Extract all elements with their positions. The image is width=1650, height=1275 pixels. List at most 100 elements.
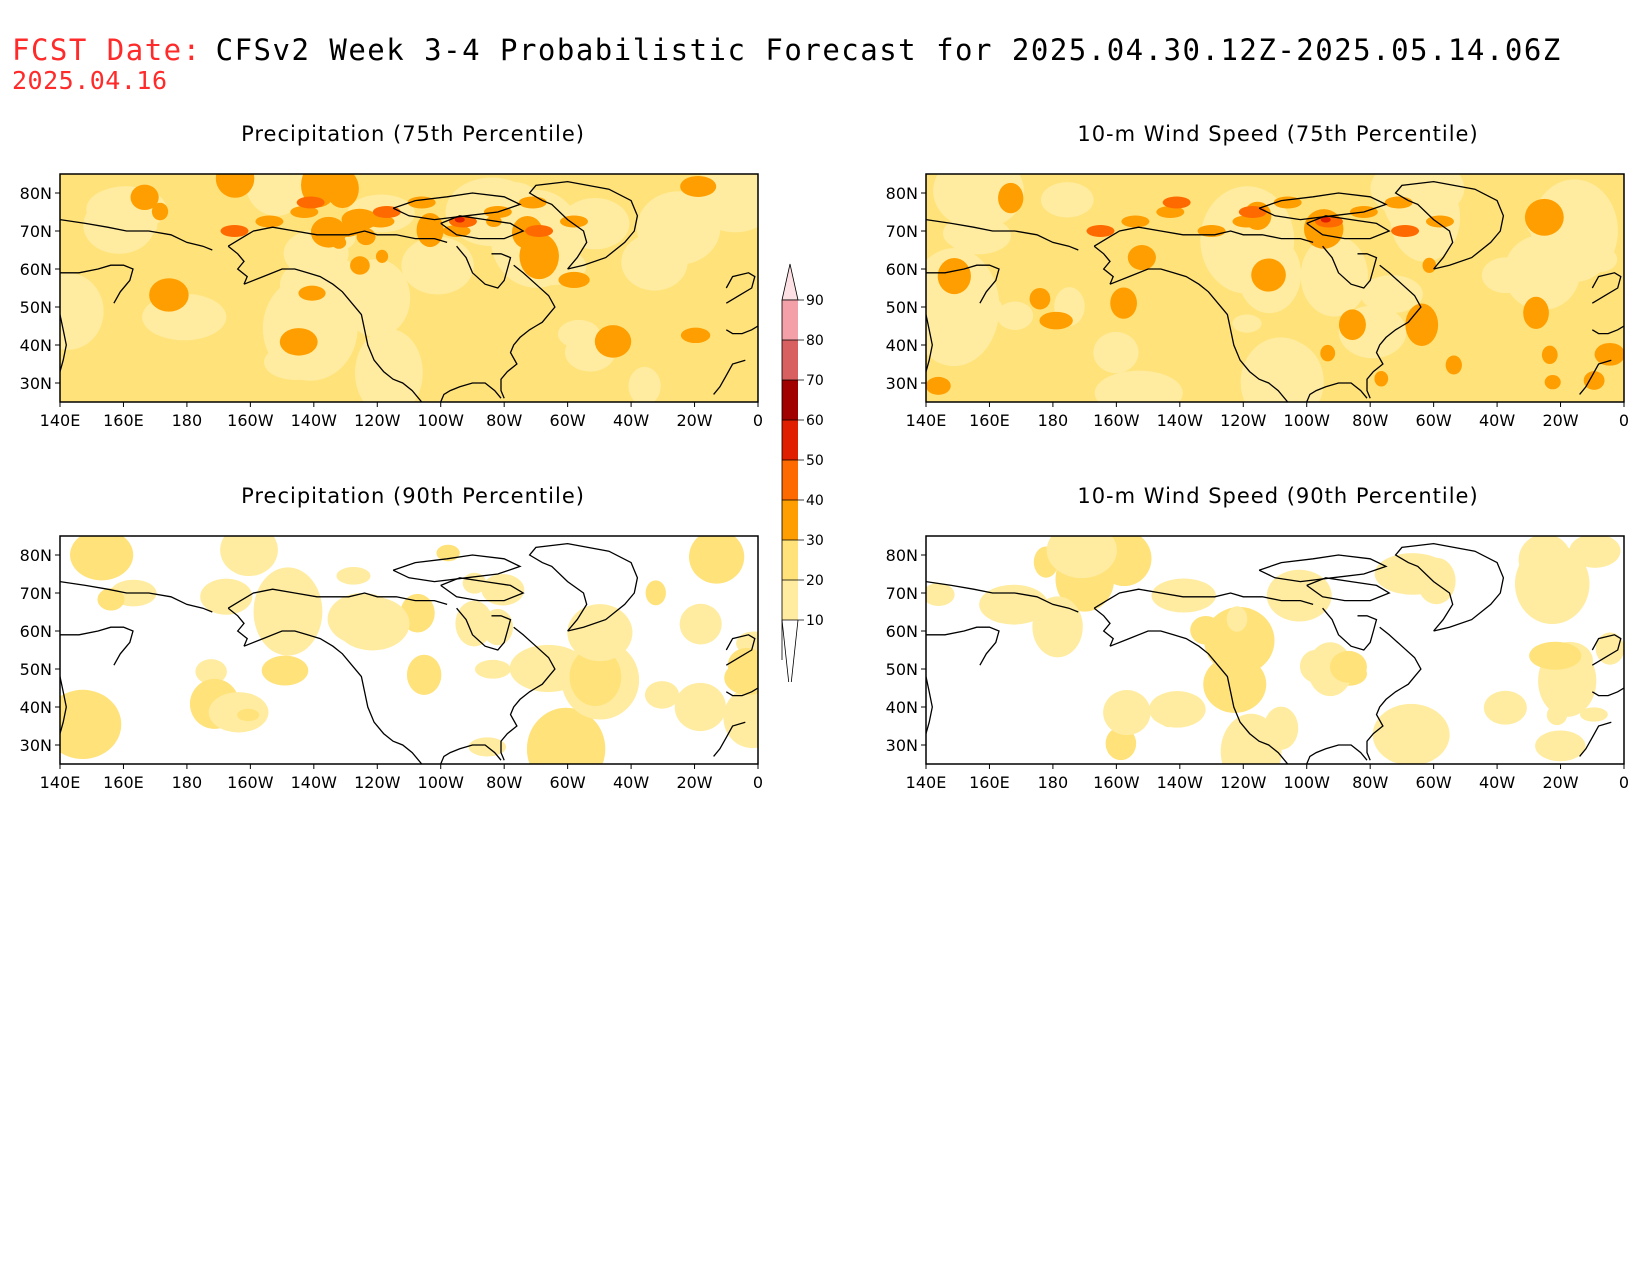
map-plot: 80N 70N 60N 50N 40N 30N 140E 160E 180 160W 140W 120… — [886, 173, 1629, 430]
lat-tick-label: 60N — [886, 260, 918, 279]
lon-tick-label: 120W — [1220, 773, 1267, 792]
coastline — [1322, 607, 1378, 651]
coastline — [1394, 180, 1505, 270]
map-plot: 80N 70N 60N 50N 40N 30N 140E 160E 180 160W 140W 120… — [20, 173, 763, 430]
coastline — [1306, 382, 1368, 402]
panel-title: 10-m Wind Speed (75th Percentile) — [1077, 122, 1479, 146]
lon-tick-label: 0 — [1619, 773, 1629, 792]
coastline — [243, 268, 423, 402]
lon-tick-label: 20W — [676, 411, 712, 430]
lon-tick-label: 140W — [1157, 773, 1204, 792]
panel-title: Precipitation (90th Percentile) — [241, 484, 585, 508]
lon-tick-label: 140E — [40, 773, 81, 792]
coastline — [713, 721, 746, 757]
colorbar-label: 40 — [806, 493, 824, 509]
lon-tick-label: 180 — [1038, 773, 1069, 792]
coastline — [1306, 577, 1391, 602]
coastline — [500, 264, 556, 399]
colorbar-label: 80 — [806, 333, 824, 349]
lat-tick-label: 70N — [20, 584, 52, 603]
coastline — [926, 264, 1000, 304]
colorbar-swatch — [782, 540, 798, 580]
colorbar-label: 30 — [806, 533, 824, 549]
coastline — [1579, 359, 1612, 395]
coastline — [1366, 264, 1422, 399]
lon-tick-label: 0 — [753, 773, 763, 792]
lat-tick-label: 40N — [886, 336, 918, 355]
coastline — [1109, 630, 1289, 764]
coastline — [60, 264, 134, 304]
coastline — [1258, 192, 1388, 221]
colorbar-swatch — [782, 300, 798, 340]
lon-tick-label: 160W — [227, 411, 274, 430]
coastline — [1591, 634, 1622, 666]
lon-tick-label: 100W — [418, 773, 465, 792]
colorbar-swatch — [782, 620, 798, 660]
lat-tick-label: 70N — [20, 222, 52, 241]
lon-tick-label: 40W — [613, 773, 649, 792]
lat-tick-label: 80N — [886, 184, 918, 203]
lat-tick-label: 30N — [886, 374, 918, 393]
lon-tick-label: 80W — [1352, 411, 1388, 430]
coastline — [440, 744, 502, 764]
coastline — [1306, 744, 1368, 764]
coastline — [500, 626, 556, 761]
colorbar-cap-bottom — [781, 619, 799, 682]
lon-tick-label: 120W — [354, 773, 401, 792]
map-frame — [925, 173, 1625, 403]
coastline — [1258, 554, 1388, 583]
lon-tick-label: 120W — [1220, 411, 1267, 430]
colorbar-cap-top — [781, 263, 799, 301]
lat-tick-label: 30N — [886, 736, 918, 755]
colorbar-swatch — [782, 460, 798, 500]
coastline — [1394, 542, 1505, 632]
coastline — [227, 245, 248, 285]
coastline — [227, 607, 248, 647]
lat-tick-label: 80N — [20, 546, 52, 565]
colorbar-label: 50 — [806, 453, 824, 469]
lon-tick-label: 160W — [1093, 773, 1140, 792]
probability-field — [926, 174, 1624, 402]
lat-tick-label: 60N — [20, 260, 52, 279]
lon-tick-label: 40W — [613, 411, 649, 430]
coastline — [1093, 588, 1314, 609]
lon-tick-label: 80W — [486, 411, 522, 430]
lon-tick-label: 60W — [550, 773, 586, 792]
lon-tick-label: 120W — [354, 411, 401, 430]
probability-field — [60, 536, 758, 764]
coastline — [440, 577, 525, 602]
colorbar-label: 90 — [806, 293, 824, 309]
coastline — [926, 314, 933, 372]
coastline — [725, 687, 758, 697]
coastline — [392, 554, 522, 583]
coastline — [60, 314, 67, 372]
coastline — [926, 218, 1079, 251]
probability-field — [926, 536, 1624, 764]
coastline — [926, 676, 933, 734]
lat-tick-label: 60N — [886, 622, 918, 641]
lon-tick-label: 60W — [550, 411, 586, 430]
colorbar-swatch — [782, 340, 798, 380]
coastline — [926, 626, 1000, 666]
lon-tick-label: 140E — [906, 773, 947, 792]
lon-tick-label: 160E — [103, 411, 144, 430]
coastline — [1591, 687, 1624, 697]
fcst-date-label: FCST Date: — [12, 33, 202, 67]
lat-tick-label: 50N — [20, 660, 52, 679]
map-plot: 80N 70N 60N 50N 40N 30N 140E 160E 180 160W 140W 120… — [886, 535, 1629, 792]
lon-tick-label: 100W — [1284, 411, 1331, 430]
colorbar-label: 20 — [806, 573, 824, 589]
lat-tick-label: 30N — [20, 374, 52, 393]
coastline — [1366, 626, 1422, 761]
forecast-title: CFSv2 Week 3-4 Probabilistic Forecast fo… — [215, 33, 1562, 67]
coastline — [392, 192, 522, 221]
coastline — [227, 226, 448, 247]
panel-title: Precipitation (75th Percentile) — [241, 122, 585, 146]
lon-tick-label: 140E — [40, 411, 81, 430]
lon-tick-label: 140W — [291, 773, 338, 792]
coastline — [456, 245, 512, 289]
fcst-date-value: 2025.04.16 — [12, 66, 168, 95]
lat-tick-label: 40N — [20, 336, 52, 355]
lon-tick-label: 140W — [1157, 411, 1204, 430]
map-frame — [59, 535, 759, 765]
